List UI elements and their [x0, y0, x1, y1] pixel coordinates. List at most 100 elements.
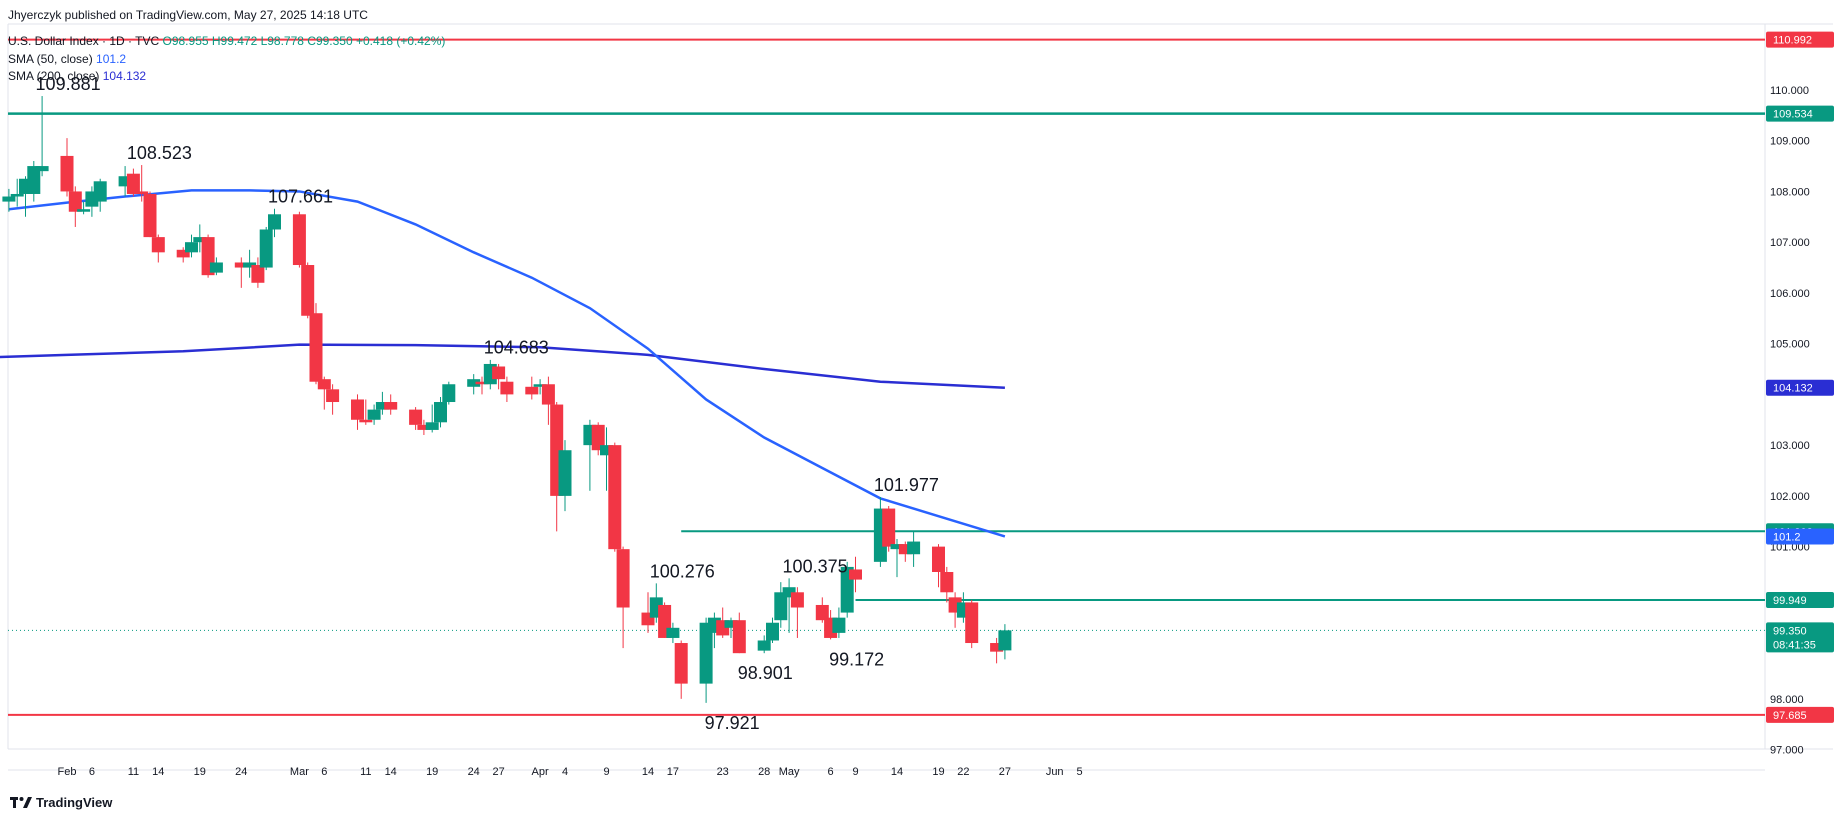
x-tick-label: 19 [426, 766, 438, 778]
y-tick-label: 102.000 [1770, 491, 1810, 503]
ohlc-values: O98.955 H99.472 L98.778 C99.350 +0.418 (… [162, 34, 446, 48]
level-price-label-bg [1766, 591, 1834, 608]
candle-body [558, 450, 572, 496]
candle-body [699, 622, 713, 684]
x-tick-label: 11 [360, 766, 371, 778]
last-price-label-countdown: 08:41:35 [1773, 639, 1816, 651]
candle-body [674, 643, 688, 684]
level-price-label: 97.685 [1773, 710, 1807, 722]
x-tick-label: 11 [128, 766, 139, 778]
candle-body [965, 602, 979, 644]
y-tick-label: 107.000 [1770, 237, 1810, 249]
candle-body [907, 541, 921, 555]
x-tick-label: 9 [852, 766, 858, 778]
x-tick-label: 22 [957, 766, 969, 778]
x-tick-label: 24 [468, 766, 480, 778]
candle-body [757, 640, 771, 651]
candle-body [409, 409, 423, 425]
legend-ohlc: U.S. Dollar Index · 1D · TVC O98.955 H99… [8, 34, 445, 48]
x-tick-label: 17 [667, 766, 679, 778]
candle-body [359, 419, 373, 423]
candle-body [849, 569, 862, 580]
sma200-line [0, 343, 1005, 389]
candle-body [616, 549, 630, 608]
candle-body [176, 249, 190, 258]
y-tick-label: 109.000 [1770, 136, 1810, 148]
candle-body [234, 262, 248, 268]
candle-body [27, 166, 41, 194]
candle-body [724, 620, 738, 628]
indicator-price-label: 104.132 [1773, 383, 1813, 395]
candle-body [417, 424, 431, 430]
y-tick-label: 106.000 [1770, 288, 1810, 300]
candle-body [326, 389, 340, 403]
price-annotation: 99.172 [829, 649, 884, 669]
candle-body [77, 209, 91, 212]
published-note: Jhyerczyk published on TradingView.com, … [8, 8, 368, 22]
candle-body [541, 384, 555, 405]
candle-body [525, 386, 539, 395]
y-tick-label: 98.000 [1770, 694, 1804, 706]
indicator-price-label-bg [1766, 379, 1834, 396]
candle-body [317, 379, 331, 390]
level-price-label-bg [1766, 105, 1834, 122]
x-tick-label: May [779, 766, 800, 778]
candle-body [93, 181, 107, 202]
candle-body [367, 409, 381, 420]
candle-body [467, 379, 481, 387]
level-price-label-bg [1766, 31, 1834, 48]
tradingview-logo-icon [10, 796, 32, 808]
indicator-price-label-bg [1766, 528, 1834, 545]
candle-body [591, 424, 605, 451]
sma50-line [8, 189, 1006, 538]
indicator-price-label: 101.2 [1773, 531, 1801, 543]
x-tick-label: Mar [290, 766, 309, 778]
candle-body [882, 508, 896, 547]
level-price-label: 109.534 [1773, 109, 1813, 121]
candle-body [815, 604, 829, 621]
candle-body [209, 262, 223, 273]
price-annotation: 97.921 [705, 713, 760, 733]
candle-body [533, 384, 547, 387]
candle-body [143, 193, 157, 238]
x-tick-label: 4 [562, 766, 568, 778]
candle-body [118, 176, 132, 187]
candle-body [243, 262, 257, 268]
tradingview-logo[interactable]: TradingView [10, 795, 112, 810]
candle-body [425, 422, 439, 430]
candle-body [268, 214, 281, 230]
candle-body [774, 592, 788, 621]
candle-body [475, 381, 489, 385]
level-price-label: 110.992 [1773, 35, 1812, 47]
candle-body [832, 617, 846, 633]
sma200-label: SMA (200, close) [8, 69, 100, 83]
last-price-label: 99.350 [1773, 625, 1807, 637]
price-annotation: 104.683 [484, 338, 549, 358]
legend-sma50[interactable]: SMA (50, close) 101.2 [8, 52, 126, 66]
candle-body [301, 265, 315, 316]
x-tick-label: 6 [828, 766, 834, 778]
candle-body [666, 627, 680, 638]
level-price-label: 99.949 [1773, 595, 1807, 607]
candle-body [500, 381, 514, 395]
price-annotation: 107.661 [268, 187, 333, 207]
candle-body [375, 402, 389, 410]
candle-body [990, 643, 1004, 652]
y-tick-label: 103.000 [1770, 440, 1810, 452]
x-tick-label: 28 [758, 766, 770, 778]
candle-body [351, 399, 364, 420]
x-tick-label: 24 [235, 766, 247, 778]
candle-body [608, 445, 622, 550]
x-tick-label: 9 [603, 766, 609, 778]
legend-sma200[interactable]: SMA (200, close) 104.132 [8, 69, 146, 83]
candle-body [600, 445, 613, 456]
x-tick-label: 6 [321, 766, 327, 778]
candle-body [732, 620, 746, 654]
sma50-value: 101.2 [96, 52, 127, 66]
symbol-title[interactable]: U.S. Dollar Index · 1D · TVC [8, 34, 160, 48]
candle-body [998, 630, 1012, 651]
candle-body [898, 544, 912, 555]
candle-body [35, 166, 49, 172]
x-tick-label: Jun [1046, 766, 1064, 778]
